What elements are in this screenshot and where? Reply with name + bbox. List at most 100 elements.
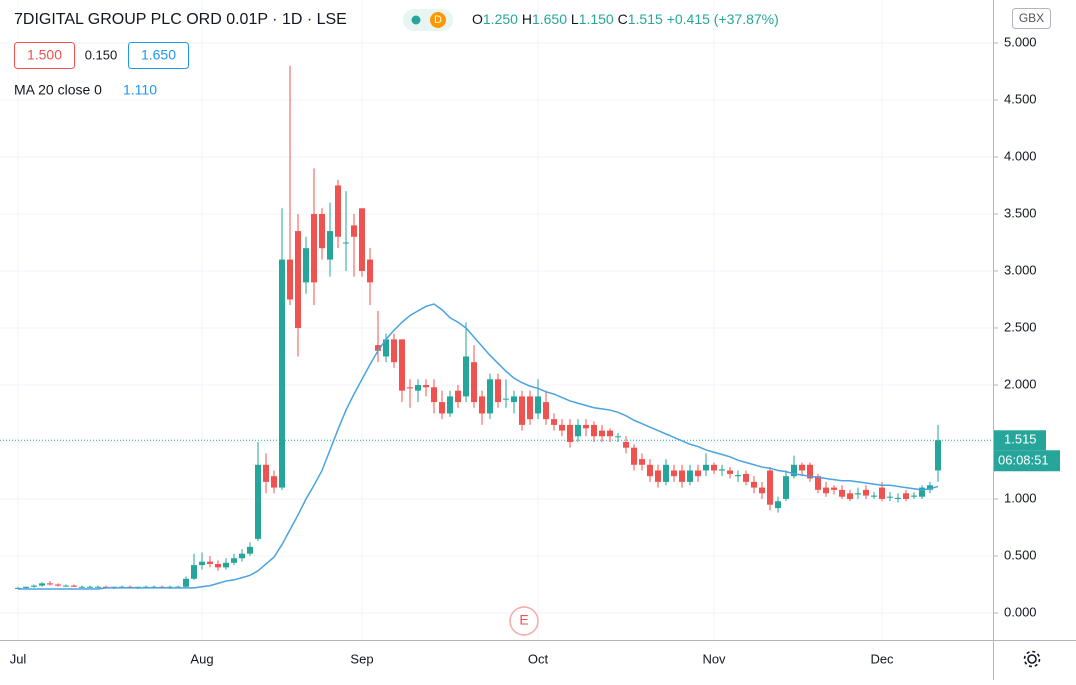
ohlc-key: H (522, 11, 532, 27)
candle-body (671, 470, 677, 477)
candle-body (775, 501, 781, 509)
plot (0, 65, 993, 590)
candle-body (527, 396, 533, 420)
candle-body (567, 424, 573, 442)
candle-body (847, 493, 853, 499)
ohlc-value: 1.150 (579, 11, 614, 27)
ask-box[interactable] (128, 42, 189, 69)
candle-body (255, 464, 261, 539)
candle-body (423, 384, 429, 388)
candle-body (287, 259, 293, 300)
candle-body (767, 470, 773, 505)
candle-body (239, 553, 245, 559)
candle-body (95, 586, 101, 588)
candle-body (311, 213, 317, 283)
candle-body (335, 185, 341, 237)
delay-badge (430, 12, 446, 28)
candle-body (607, 430, 613, 437)
candle-body (71, 585, 77, 587)
ma-legend-value: 1.110 (123, 82, 157, 98)
candle-body (647, 464, 653, 477)
candle-body (591, 424, 597, 437)
candle-body (327, 231, 333, 260)
candle-body (351, 225, 357, 237)
candle-body (759, 487, 765, 494)
candle-body (79, 586, 85, 588)
y-tick-label: 5.000 (1004, 34, 1037, 49)
y-tick-label: 2.000 (1004, 376, 1037, 391)
candle-body (183, 578, 189, 587)
earnings-marker[interactable] (509, 606, 539, 636)
candle-body (535, 396, 541, 414)
y-tick-label: 4.000 (1004, 148, 1037, 163)
bid-box[interactable] (14, 42, 75, 69)
ohlc-legend: O1.250 H1.650 L1.150 C1.515 +0.415 (+37.… (472, 11, 779, 27)
chart-title: 7DIGITAL GROUP PLC ORD 0.01P · 1D · LSE (14, 11, 347, 28)
candle-body (727, 470, 733, 474)
candle-body (47, 583, 53, 585)
candle-body (631, 447, 637, 465)
y-tick-label: 0.000 (1004, 604, 1037, 619)
candle-body (199, 561, 205, 566)
countdown: 06:08:51 (998, 453, 1049, 468)
ohlc-value: 1.250 (483, 11, 518, 27)
candle-body (823, 487, 829, 494)
candle-body (735, 475, 741, 477)
candle-body (271, 476, 277, 488)
candle-body (911, 495, 917, 497)
ohlc-key: O (472, 11, 483, 27)
candle-body (375, 345, 381, 351)
candle-body (399, 339, 405, 391)
candle-body (831, 487, 837, 490)
candle-body (223, 562, 229, 568)
candle-body (687, 470, 693, 482)
candle-body (871, 495, 877, 497)
ma-legend-name: MA 20 close 0 (14, 82, 102, 98)
change: +0.415 (+37.87%) (667, 11, 779, 27)
currency-box[interactable] (1012, 8, 1051, 29)
candle-body (231, 558, 237, 563)
candle-body (543, 402, 549, 420)
candle-body (559, 424, 565, 431)
candle-body (879, 487, 885, 499)
earnings-marker-text: E (519, 612, 528, 628)
candle-body (583, 424, 589, 429)
candle-body (503, 398, 509, 400)
candle-body (703, 464, 709, 471)
y-tick-label: 0.500 (1004, 547, 1037, 562)
candle-body (863, 489, 869, 496)
x-tick-label: Jul (10, 651, 27, 666)
candle-body (895, 497, 901, 499)
candle-body (383, 339, 389, 357)
market-status-dot (411, 15, 421, 25)
candle-body (439, 402, 445, 414)
x-tick-label: Sep (350, 651, 373, 666)
candle-body (471, 362, 477, 403)
y-tick-label: 2.500 (1004, 319, 1037, 334)
x-tick-label: Dec (870, 651, 894, 666)
candle-body (207, 561, 213, 564)
axes: 0.000 0.500 1.000 1.500 2.000 2.500 3.000 3.500… (10, 34, 1060, 666)
candle-body (247, 546, 253, 554)
candle-body (215, 563, 221, 568)
y-tick-label: 1.000 (1004, 490, 1037, 505)
y-tick-label: 3.500 (1004, 205, 1037, 220)
x-tick-label: Aug (190, 651, 213, 666)
candle-body (903, 493, 909, 499)
candle-body (303, 248, 309, 283)
candle-body (935, 440, 941, 471)
currency: GBX (1019, 11, 1044, 25)
candle-body (407, 387, 413, 389)
candle-body (391, 339, 397, 363)
candle-body (799, 464, 805, 471)
settings-icon[interactable] (1023, 650, 1041, 668)
countdown-box (994, 450, 1060, 472)
bid-price: 1.500 (27, 47, 62, 63)
x-tick-label: Oct (528, 651, 549, 666)
candle-body (447, 396, 453, 414)
candle-body (55, 584, 61, 586)
candle-body (367, 259, 373, 283)
x-tick-label: Nov (702, 651, 726, 666)
